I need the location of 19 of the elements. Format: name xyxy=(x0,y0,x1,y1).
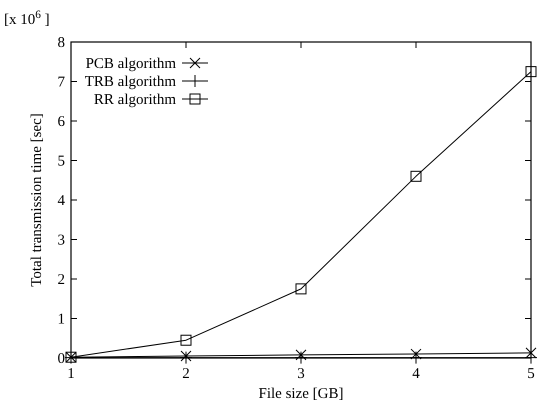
legend-label: TRB algorithm xyxy=(84,74,176,90)
y-tick-label: 5 xyxy=(58,154,65,170)
legend-label: PCB algorithm xyxy=(86,56,176,72)
y-tick-label: 6 xyxy=(58,114,66,130)
y-tick-label: 2 xyxy=(58,272,65,288)
x-axis-title: File size [GB] xyxy=(258,386,344,402)
x-tick-label: 3 xyxy=(297,366,305,382)
y-tick-label: 4 xyxy=(58,193,66,209)
y-axis-title: Total transmission time [sec] xyxy=(29,113,45,287)
x-tick-label: 5 xyxy=(527,366,535,382)
y-tick-label: 7 xyxy=(58,74,66,90)
y-tick-label: 3 xyxy=(58,232,65,248)
y-tick-label: 1 xyxy=(58,312,65,328)
y-tick-label: 0 xyxy=(58,351,65,367)
x-tick-label: 2 xyxy=(182,366,190,382)
text: [x 10$^{6}$ ] xyxy=(4,9,50,28)
y-tick-label: 8 xyxy=(58,35,65,51)
legend-label: RR algorithm xyxy=(94,92,176,108)
x-tick-label: 4 xyxy=(412,366,420,382)
